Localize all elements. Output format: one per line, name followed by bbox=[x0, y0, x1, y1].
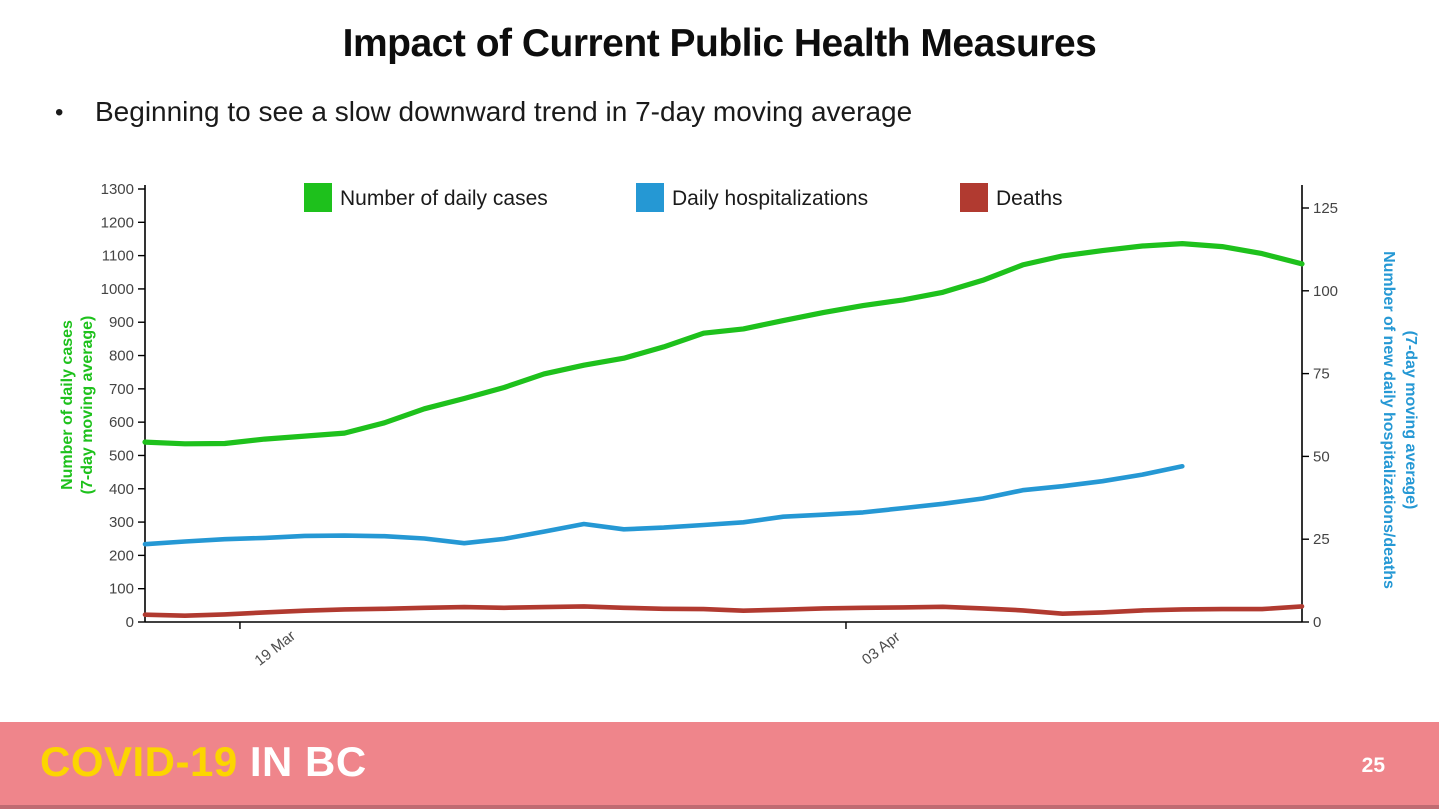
svg-text:100: 100 bbox=[1313, 283, 1338, 300]
svg-text:1000: 1000 bbox=[101, 281, 134, 298]
legend-label-1: Number of daily cases bbox=[340, 187, 548, 210]
series-line-daily-hospitalizations bbox=[142, 463, 1185, 547]
series-line-deaths bbox=[142, 604, 1305, 619]
legend-label-3: Deaths bbox=[996, 187, 1063, 210]
svg-text:100: 100 bbox=[109, 581, 134, 598]
svg-text:03 Apr: 03 Apr bbox=[859, 628, 904, 668]
svg-text:500: 500 bbox=[109, 447, 134, 464]
brand-in-bc: IN BC bbox=[249, 737, 367, 785]
svg-text:19 Mar: 19 Mar bbox=[252, 627, 299, 669]
covid-trends-line-chart: 0100200300400500600700800900100011001200… bbox=[59, 181, 1419, 670]
brand-covid19: COVID-19 bbox=[40, 737, 238, 785]
svg-text:(7-day moving average): (7-day moving average) bbox=[79, 316, 96, 495]
svg-text:800: 800 bbox=[109, 348, 134, 365]
slide-title: Impact of Current Public Health Measures bbox=[342, 22, 1097, 65]
svg-text:125: 125 bbox=[1313, 200, 1338, 217]
svg-text:700: 700 bbox=[109, 381, 134, 398]
svg-text:(7-day moving average): (7-day moving average) bbox=[1402, 331, 1419, 510]
svg-text:75: 75 bbox=[1313, 366, 1330, 383]
svg-text:0: 0 bbox=[1313, 614, 1321, 631]
svg-text:Number of new daily hospitaliz: Number of new daily hospitalizations/dea… bbox=[1380, 251, 1397, 589]
legend-swatch-3 bbox=[960, 183, 988, 212]
svg-text:25: 25 bbox=[1313, 531, 1330, 548]
svg-text:0: 0 bbox=[126, 614, 134, 631]
svg-text:1300: 1300 bbox=[101, 181, 134, 198]
svg-text:400: 400 bbox=[109, 481, 134, 498]
legend-label-2: Daily hospitalizations bbox=[672, 187, 868, 210]
svg-text:1100: 1100 bbox=[102, 248, 134, 265]
legend-swatch-1 bbox=[304, 183, 332, 212]
svg-text:300: 300 bbox=[109, 514, 134, 531]
legend-swatch-2 bbox=[636, 183, 664, 212]
svg-text:1200: 1200 bbox=[101, 214, 134, 231]
series-line-number-of-daily-cases bbox=[142, 240, 1305, 447]
footer-band: COVID-19 IN BC 25 bbox=[0, 722, 1439, 809]
svg-text:50: 50 bbox=[1313, 448, 1330, 465]
bullet-text: Beginning to see a slow downward trend i… bbox=[95, 96, 913, 127]
bullet-item: • Beginning to see a slow downward trend … bbox=[55, 96, 1385, 128]
page-number: 25 bbox=[1361, 754, 1385, 777]
svg-text:Number of daily cases: Number of daily cases bbox=[59, 320, 76, 490]
bullet-marker: • bbox=[55, 99, 64, 126]
brand-logo: COVID-19 IN BC bbox=[40, 738, 367, 786]
svg-text:200: 200 bbox=[109, 547, 134, 564]
svg-text:900: 900 bbox=[109, 314, 134, 331]
svg-text:600: 600 bbox=[109, 414, 134, 431]
